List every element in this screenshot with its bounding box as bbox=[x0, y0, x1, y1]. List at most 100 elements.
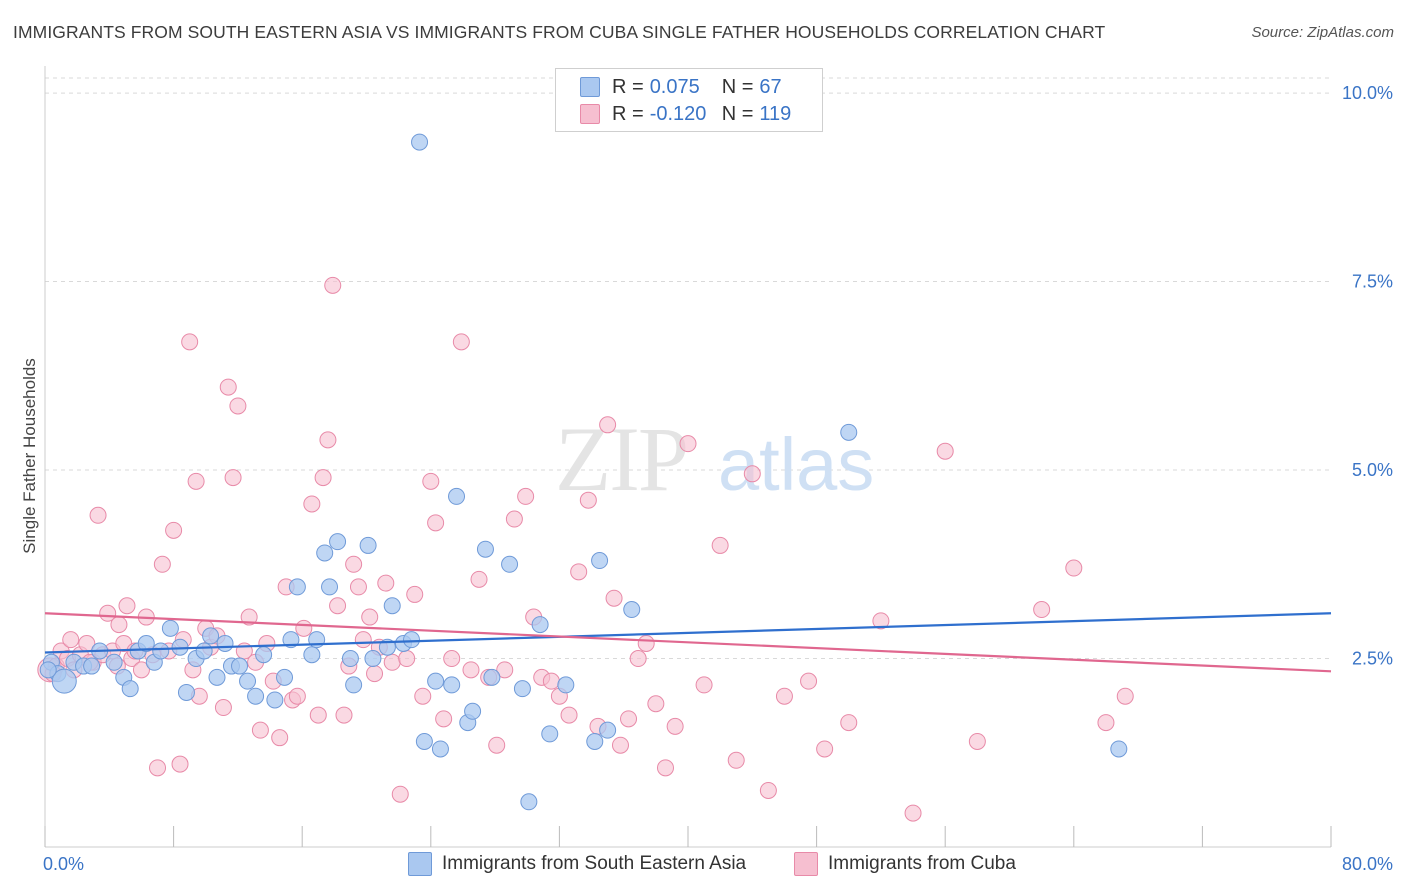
cuba-point bbox=[605, 589, 623, 607]
sea-point bbox=[255, 646, 273, 664]
cuba-point bbox=[165, 521, 183, 539]
y-tick-label: 2.5% bbox=[1352, 649, 1393, 669]
cuba-point bbox=[62, 631, 80, 649]
cuba-point bbox=[132, 661, 150, 679]
cuba-point bbox=[89, 506, 107, 524]
sea-point bbox=[464, 702, 482, 720]
sea-point bbox=[501, 555, 519, 573]
legend-row-sea: R = 0.075 N = 67 bbox=[580, 74, 782, 100]
sea-point bbox=[531, 616, 549, 634]
sea-point bbox=[623, 601, 641, 619]
sea-point bbox=[247, 687, 265, 705]
cuba-point bbox=[345, 555, 363, 573]
cuba-trend-line bbox=[44, 612, 1332, 673]
cuba-point bbox=[517, 487, 535, 505]
sea-point bbox=[276, 668, 294, 686]
cuba-point bbox=[620, 710, 638, 728]
y-tick-label: 5.0% bbox=[1352, 460, 1393, 480]
sea-point bbox=[177, 683, 195, 701]
cuba-point bbox=[872, 612, 890, 630]
sea-point bbox=[161, 619, 179, 637]
sea-point bbox=[840, 423, 858, 441]
cuba-point bbox=[775, 687, 793, 705]
sea-point bbox=[216, 634, 234, 652]
cuba-point bbox=[666, 717, 684, 735]
legend-r-value: -0.120 bbox=[649, 102, 707, 125]
sea-point bbox=[427, 672, 445, 690]
sea-point bbox=[341, 650, 359, 668]
sea-point bbox=[239, 672, 257, 690]
legend-n-value: 67 bbox=[759, 75, 782, 98]
legend-n-label: N = bbox=[721, 75, 754, 98]
cuba-point bbox=[251, 721, 269, 739]
y-tick-label: 10.0% bbox=[1342, 83, 1393, 103]
cuba-point bbox=[800, 672, 818, 690]
cuba-point bbox=[427, 514, 445, 532]
sea-point bbox=[431, 740, 449, 758]
cuba-point bbox=[904, 804, 922, 822]
cuba-point bbox=[727, 751, 745, 769]
sea-point bbox=[476, 540, 494, 558]
cuba-point bbox=[398, 650, 416, 668]
sea-point bbox=[513, 680, 531, 698]
sea-point bbox=[483, 668, 501, 686]
cuba-point bbox=[968, 732, 986, 750]
axis-labels: Single Father Households 2.5% 5.0% 7.5% 10.… bbox=[20, 83, 1393, 874]
cuba-point bbox=[324, 276, 342, 294]
data-points bbox=[37, 133, 1134, 822]
sea-point bbox=[208, 668, 226, 686]
cuba-point bbox=[936, 442, 954, 460]
cuba-point bbox=[443, 650, 461, 668]
sea-point bbox=[231, 657, 249, 675]
cuba-point bbox=[611, 736, 629, 754]
cuba-point bbox=[295, 619, 313, 637]
cuba-point bbox=[422, 472, 440, 490]
cuba-point bbox=[579, 491, 597, 509]
sea-point bbox=[403, 631, 421, 649]
cuba-point bbox=[470, 570, 488, 588]
sea-point bbox=[448, 487, 466, 505]
cuba-point bbox=[679, 435, 697, 453]
sea-point bbox=[51, 668, 77, 694]
sea-point bbox=[105, 653, 123, 671]
cuba-point bbox=[391, 785, 409, 803]
cuba-point bbox=[314, 469, 332, 487]
cuba-point bbox=[303, 495, 321, 513]
cuba-point bbox=[366, 665, 384, 683]
bottom-legend-label: Immigrants from South Eastern Asia bbox=[442, 853, 747, 874]
cuba-point bbox=[599, 416, 617, 434]
cuba-point bbox=[335, 706, 353, 724]
sea-point bbox=[137, 634, 155, 652]
legend-row-cuba: R = -0.120 N = 119 bbox=[580, 101, 791, 127]
legend-swatch-blue bbox=[580, 77, 600, 97]
bottom-legend-swatch-pink bbox=[794, 852, 818, 876]
legend-r-label: R = bbox=[612, 75, 644, 98]
axes bbox=[44, 66, 1332, 848]
cuba-point bbox=[759, 781, 777, 799]
sea-point bbox=[1110, 740, 1128, 758]
sea-point bbox=[195, 642, 213, 660]
cuba-point bbox=[383, 653, 401, 671]
sea-point bbox=[364, 650, 382, 668]
bottom-legend-label: Immigrants from Cuba bbox=[828, 853, 1016, 874]
cuba-point bbox=[414, 687, 432, 705]
bottom-legend-cuba: Immigrants from Cuba bbox=[794, 850, 1016, 878]
sea-point bbox=[541, 725, 559, 743]
cuba-point bbox=[1097, 714, 1115, 732]
sea-point bbox=[266, 691, 284, 709]
sea-point bbox=[321, 578, 339, 596]
cuba-point bbox=[1116, 687, 1134, 705]
x-tick-label: 80.0% bbox=[1342, 854, 1393, 874]
sea-point bbox=[121, 680, 139, 698]
sea-point bbox=[586, 732, 604, 750]
sea-point bbox=[411, 133, 429, 151]
sea-point bbox=[415, 732, 433, 750]
sea-point bbox=[359, 536, 377, 554]
sea-point bbox=[520, 793, 538, 811]
cuba-point bbox=[656, 759, 674, 777]
cuba-point bbox=[288, 687, 306, 705]
cuba-point bbox=[153, 555, 171, 573]
cuba-point bbox=[309, 706, 327, 724]
cuba-point bbox=[118, 597, 136, 615]
